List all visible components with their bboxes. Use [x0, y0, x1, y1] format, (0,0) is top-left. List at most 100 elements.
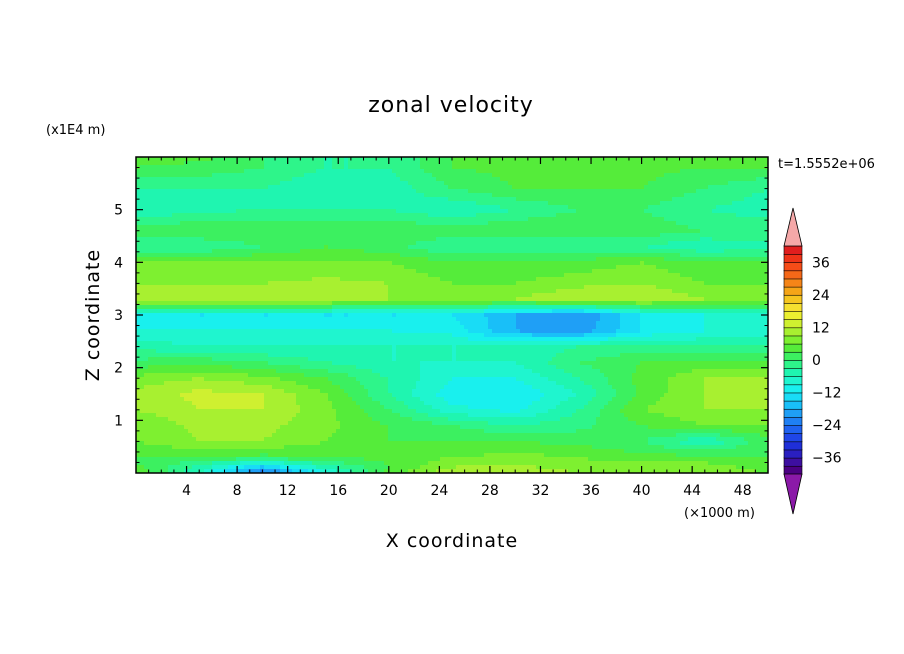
field-cell	[336, 189, 341, 194]
field-cell	[280, 177, 285, 182]
field-cell	[168, 257, 173, 262]
field-cell	[432, 221, 437, 226]
field-cell	[160, 217, 165, 222]
field-cell	[152, 229, 157, 234]
field-cell	[544, 229, 549, 234]
field-cell	[328, 213, 333, 218]
field-cell	[368, 201, 373, 206]
field-cell	[276, 197, 281, 202]
field-cell	[196, 257, 201, 262]
field-cell	[748, 221, 753, 226]
field-cell	[716, 277, 721, 282]
field-cell	[256, 281, 261, 286]
field-cell	[424, 193, 429, 198]
field-cell	[648, 189, 653, 194]
field-cell	[744, 201, 749, 206]
field-cell	[532, 277, 537, 282]
field-cell	[296, 161, 301, 166]
field-cell	[396, 189, 401, 194]
field-cell	[256, 173, 261, 178]
field-cell	[348, 193, 353, 198]
field-cell	[504, 201, 509, 206]
field-cell	[424, 281, 429, 286]
field-cell	[384, 185, 389, 190]
field-cell	[604, 253, 609, 258]
field-cell	[204, 277, 209, 282]
field-cell	[576, 209, 581, 214]
field-cell	[236, 181, 241, 186]
field-cell	[328, 281, 333, 286]
field-cell	[412, 181, 417, 186]
field-cell	[760, 213, 765, 218]
field-cell	[760, 181, 765, 186]
field-cell	[388, 209, 393, 214]
field-cell	[656, 177, 661, 182]
field-cell	[652, 273, 657, 278]
field-cell	[696, 189, 701, 194]
field-cell	[360, 281, 365, 286]
field-cell	[564, 245, 569, 250]
field-cell	[400, 229, 405, 234]
field-cell	[660, 165, 665, 170]
field-cell	[504, 217, 509, 222]
field-cell	[208, 173, 213, 178]
field-cell	[184, 229, 189, 234]
field-cell	[648, 249, 653, 254]
field-cell	[580, 193, 585, 198]
field-cell	[552, 265, 557, 270]
field-cell	[184, 217, 189, 222]
field-cell	[416, 245, 421, 250]
field-cell	[716, 221, 721, 226]
field-cell	[404, 245, 409, 250]
field-cell	[196, 189, 201, 194]
field-cell	[288, 177, 293, 182]
field-cell	[548, 221, 553, 226]
field-cell	[728, 273, 733, 278]
field-cell	[452, 257, 457, 262]
field-cell	[640, 197, 645, 202]
field-cell	[520, 189, 525, 194]
field-cell	[552, 197, 557, 202]
field-cell	[240, 245, 245, 250]
field-cell	[496, 217, 501, 222]
field-cell	[740, 181, 745, 186]
field-cell	[552, 249, 557, 254]
field-cell	[184, 181, 189, 186]
field-cell	[700, 261, 705, 266]
field-cell	[244, 229, 249, 234]
field-cell	[664, 257, 669, 262]
field-cell	[696, 197, 701, 202]
field-cell	[308, 253, 313, 258]
field-cell	[556, 209, 561, 214]
field-cell	[524, 193, 529, 198]
field-cell	[384, 209, 389, 214]
field-cell	[356, 189, 361, 194]
field-cell	[752, 165, 757, 170]
field-cell	[564, 197, 569, 202]
field-cell	[304, 189, 309, 194]
field-cell	[308, 237, 313, 242]
field-cell	[336, 261, 341, 266]
field-cell	[628, 193, 633, 198]
field-cell	[204, 217, 209, 222]
field-cell	[248, 169, 253, 174]
field-cell	[760, 189, 765, 194]
field-cell	[176, 169, 181, 174]
field-cell	[688, 193, 693, 198]
field-cell	[296, 257, 301, 262]
field-cell	[168, 217, 173, 222]
field-cell	[732, 229, 737, 234]
field-cell	[280, 241, 285, 246]
field-cell	[544, 193, 549, 198]
field-cell	[724, 169, 729, 174]
field-cell	[288, 169, 293, 174]
field-cell	[668, 233, 673, 238]
field-cell	[316, 173, 321, 178]
field-cell	[264, 225, 269, 230]
field-cell	[524, 177, 529, 182]
field-cell	[724, 253, 729, 258]
field-cell	[552, 177, 557, 182]
field-cell	[352, 169, 357, 174]
field-cell	[192, 213, 197, 218]
field-cell	[460, 221, 465, 226]
